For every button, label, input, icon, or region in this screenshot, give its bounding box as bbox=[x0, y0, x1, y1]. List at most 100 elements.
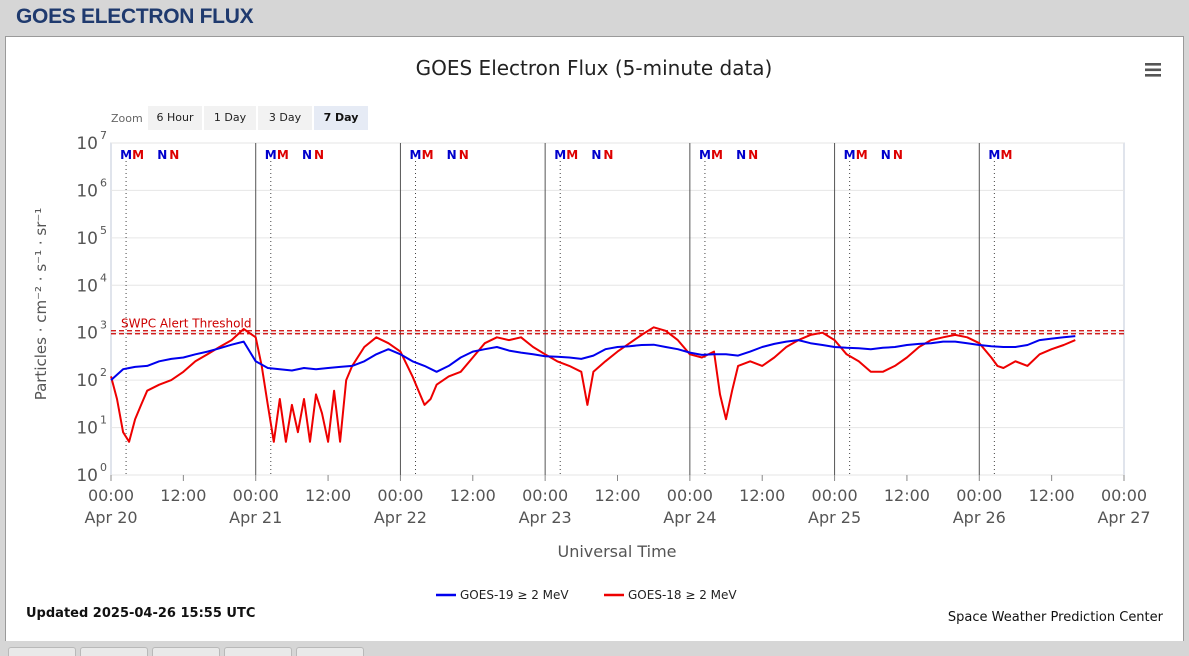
series-line-goes-19 bbox=[110, 335, 1076, 381]
bottom-tab[interactable] bbox=[296, 647, 364, 656]
event-marker-label: N bbox=[459, 148, 469, 162]
event-marker-label: M bbox=[265, 148, 277, 162]
x-tick-date-label: Apr 22 bbox=[374, 508, 427, 527]
x-tick-time-label: 12:00 bbox=[160, 486, 206, 505]
electron-flux-chart: GOES Electron Flux (5-minute data) Zoom … bbox=[26, 56, 1166, 625]
event-marker-label: M bbox=[1000, 148, 1012, 162]
y-tick-exponent: 2 bbox=[100, 366, 107, 379]
bottom-tab[interactable] bbox=[80, 647, 148, 656]
svg-text:GOES-18 ≥ 2 MeV: GOES-18 ≥ 2 MeV bbox=[628, 588, 737, 602]
event-marker-label: M bbox=[410, 148, 422, 162]
bottom-tab[interactable] bbox=[224, 647, 292, 656]
zoom-controls: Zoom 6 Hour 1 Day 3 Day 7 Day bbox=[111, 106, 368, 130]
svg-text:7 Day: 7 Day bbox=[324, 111, 359, 124]
x-tick-time-label: 12:00 bbox=[450, 486, 496, 505]
x-tick-time-label: 12:00 bbox=[1029, 486, 1075, 505]
page-title: GOES ELECTRON FLUX bbox=[16, 5, 254, 28]
event-marker-label: M bbox=[554, 148, 566, 162]
event-marker-label: M bbox=[699, 148, 711, 162]
legend-item-goes-18[interactable]: GOES-18 ≥ 2 MeV bbox=[604, 588, 737, 602]
bottom-tab[interactable] bbox=[8, 647, 76, 656]
event-marker-label: M bbox=[422, 148, 434, 162]
zoom-button-7-day[interactable]: 7 Day bbox=[314, 106, 368, 130]
bottom-tab[interactable] bbox=[152, 647, 220, 656]
threshold-label: SWPC Alert Threshold bbox=[121, 317, 251, 331]
x-tick-time-label: 00:00 bbox=[377, 486, 423, 505]
event-marker-label: N bbox=[591, 148, 601, 162]
x-tick-time-label: 00:00 bbox=[812, 486, 858, 505]
event-marker-label: N bbox=[447, 148, 457, 162]
x-tick-time-label: 12:00 bbox=[594, 486, 640, 505]
y-tick-label: 10 bbox=[76, 276, 98, 296]
x-tick-date-label: Apr 20 bbox=[84, 508, 137, 527]
svg-text:6 Hour: 6 Hour bbox=[157, 111, 194, 124]
credit-text: Space Weather Prediction Center bbox=[948, 610, 1164, 625]
svg-text:1 Day: 1 Day bbox=[214, 111, 247, 124]
page-header: GOES ELECTRON FLUX bbox=[0, 0, 1189, 36]
hamburger-menu-icon[interactable] bbox=[1140, 57, 1166, 81]
x-tick-time-label: 12:00 bbox=[884, 486, 930, 505]
event-marker-label: M bbox=[856, 148, 868, 162]
event-marker-label: M bbox=[132, 148, 144, 162]
zoom-button-3-day[interactable]: 3 Day bbox=[258, 106, 312, 130]
x-tick-time-label: 00:00 bbox=[233, 486, 279, 505]
x-tick-date-label: Apr 27 bbox=[1097, 508, 1150, 527]
x-axis-ticks: 00:00 Apr 20 12:00 00:00 Apr 21 12:00 00:00 Apr… bbox=[84, 475, 1151, 527]
x-axis-label: Universal Time bbox=[557, 542, 676, 561]
x-tick-date-label: Apr 25 bbox=[808, 508, 861, 527]
svg-text:3 Day: 3 Day bbox=[269, 111, 302, 124]
x-tick-time-label: 12:00 bbox=[305, 486, 351, 505]
event-marker-label: M bbox=[566, 148, 578, 162]
zoom-button-6-hour[interactable]: 6 Hour bbox=[148, 106, 202, 130]
x-tick-time-label: 00:00 bbox=[88, 486, 134, 505]
y-tick-exponent: 3 bbox=[100, 319, 107, 332]
event-marker-label: N bbox=[893, 148, 903, 162]
chart-panel: GOES Electron Flux (5-minute data) Zoom … bbox=[5, 36, 1184, 642]
event-marker-label: N bbox=[157, 148, 167, 162]
event-marker-label: N bbox=[748, 148, 758, 162]
series-lines bbox=[110, 326, 1076, 443]
x-tick-time-label: 12:00 bbox=[739, 486, 785, 505]
x-tick-date-label: Apr 21 bbox=[229, 508, 282, 527]
event-marker-label: M bbox=[844, 148, 856, 162]
event-marker-label: M bbox=[988, 148, 1000, 162]
y-tick-label: 10 bbox=[76, 466, 98, 486]
event-marker-label: N bbox=[169, 148, 179, 162]
event-marker-label: N bbox=[736, 148, 746, 162]
plot-frame bbox=[110, 142, 1125, 476]
x-tick-time-label: 00:00 bbox=[522, 486, 568, 505]
event-marker-label: M bbox=[277, 148, 289, 162]
updated-timestamp: Updated 2025-04-26 15:55 UTC bbox=[26, 606, 255, 621]
y-tick-exponent: 6 bbox=[100, 176, 107, 189]
x-tick-date-label: Apr 24 bbox=[663, 508, 716, 527]
svg-text:GOES-19 ≥ 2 MeV: GOES-19 ≥ 2 MeV bbox=[460, 588, 569, 602]
x-tick-date-label: Apr 23 bbox=[519, 508, 572, 527]
x-tick-time-label: 00:00 bbox=[1101, 486, 1147, 505]
legend: GOES-19 ≥ 2 MeV GOES-18 ≥ 2 MeV bbox=[436, 588, 737, 602]
y-tick-exponent: 5 bbox=[100, 224, 107, 237]
event-marker-label: M bbox=[120, 148, 132, 162]
y-tick-label: 10 bbox=[76, 324, 98, 344]
bottom-tab-strip bbox=[0, 641, 1189, 656]
series-line-goes-18 bbox=[110, 326, 1076, 443]
y-tick-label: 10 bbox=[76, 371, 98, 391]
x-tick-date-label: Apr 26 bbox=[953, 508, 1006, 527]
y-tick-label: 10 bbox=[76, 419, 98, 439]
event-marker-label: N bbox=[302, 148, 312, 162]
x-tick-time-label: 00:00 bbox=[956, 486, 1002, 505]
chart-title: GOES Electron Flux (5-minute data) bbox=[416, 56, 773, 80]
y-tick-label: 10 bbox=[76, 229, 98, 249]
legend-item-goes-19[interactable]: GOES-19 ≥ 2 MeV bbox=[436, 588, 569, 602]
event-marker-label: M bbox=[711, 148, 723, 162]
y-tick-exponent: 0 bbox=[100, 461, 107, 474]
y-tick-label: 10 bbox=[76, 181, 98, 201]
zoom-button-1-day[interactable]: 1 Day bbox=[204, 106, 256, 130]
plot-area bbox=[110, 142, 1125, 476]
y-tick-exponent: 4 bbox=[100, 271, 107, 284]
zoom-label: Zoom bbox=[111, 112, 143, 125]
threshold-group: SWPC Alert Threshold bbox=[111, 317, 1124, 335]
x-tick-time-label: 00:00 bbox=[667, 486, 713, 505]
y-tick-exponent: 7 bbox=[100, 129, 107, 142]
